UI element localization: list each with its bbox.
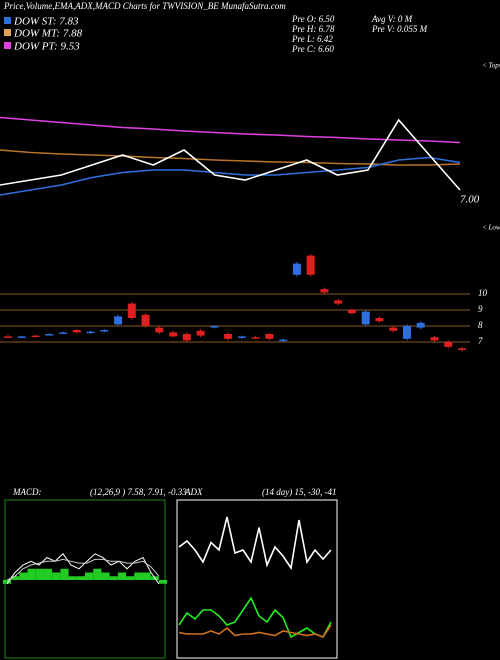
candle-body xyxy=(169,332,178,337)
info: Pre L: 6.42 xyxy=(291,34,333,44)
candle-body xyxy=(347,310,356,314)
histogram-bar xyxy=(2,580,12,584)
candle-body xyxy=(59,332,68,334)
panel-frame xyxy=(176,499,338,659)
info: Avg V: 0 M xyxy=(371,14,413,24)
candle-body xyxy=(210,326,219,328)
series-line xyxy=(178,624,332,638)
candle-body xyxy=(279,339,288,342)
candle-body xyxy=(86,331,95,334)
legend-swatch xyxy=(4,42,11,49)
candle-body xyxy=(72,330,81,333)
y-tick-label: 7 xyxy=(478,336,483,346)
panel-frame xyxy=(4,499,166,659)
dow-mt: DOW MT: 7.88 xyxy=(13,28,83,40)
histogram-bar xyxy=(126,576,135,580)
info: Pre H: 6.78 xyxy=(291,24,335,34)
series-line xyxy=(178,596,332,639)
candle-body xyxy=(4,336,12,338)
chart-title: Price,Volume,EMA,ADX,MACD Charts for TWV… xyxy=(3,1,286,11)
candle-body xyxy=(237,336,246,338)
candle-body xyxy=(141,314,150,326)
candle-body xyxy=(31,335,40,338)
series-line xyxy=(6,558,160,581)
candle-body xyxy=(17,336,26,338)
panel-title: ADX xyxy=(184,487,203,497)
candle-body xyxy=(114,316,123,325)
series-line xyxy=(0,118,461,191)
candle-body xyxy=(224,334,233,339)
candle-body xyxy=(416,322,425,328)
histogram-bar xyxy=(93,568,102,580)
candle-body xyxy=(251,337,260,339)
candle-body xyxy=(182,334,191,341)
candle-body xyxy=(265,334,274,339)
dow-st: DOW ST: 7.83 xyxy=(13,16,79,28)
info: Pre V: 0.055 M xyxy=(371,24,428,34)
y-tick-label: 10 xyxy=(478,288,488,298)
info: Pre O: 6.50 xyxy=(291,14,335,24)
histogram-bar xyxy=(76,576,85,580)
histogram-bar xyxy=(109,576,118,580)
legend-swatch xyxy=(4,29,11,36)
histogram-bar xyxy=(43,568,53,580)
candle-body xyxy=(334,300,343,304)
histogram-bar xyxy=(35,568,44,580)
y-tick-label: 8 xyxy=(478,320,483,330)
candle-body xyxy=(375,318,384,322)
series-line xyxy=(0,156,461,196)
last-price: 7.00 xyxy=(460,194,480,206)
info: Pre C: 6.60 xyxy=(291,44,334,54)
histogram-bar xyxy=(68,576,77,580)
candle-body xyxy=(306,255,315,275)
candle-body xyxy=(402,326,411,339)
candle-body xyxy=(458,348,466,350)
histogram-bar xyxy=(158,580,168,584)
histogram-bar xyxy=(142,572,151,580)
panel-title: MACD: xyxy=(12,487,42,497)
histogram-bar xyxy=(11,576,20,580)
histogram-bar xyxy=(27,568,36,580)
candle-body xyxy=(444,342,453,347)
tops-label: < Tops xyxy=(482,62,500,70)
histogram-bar xyxy=(101,572,110,580)
series-line xyxy=(6,553,160,585)
candle-body xyxy=(45,334,54,336)
candle-body xyxy=(100,330,109,332)
candle-body xyxy=(292,263,301,275)
histogram-bar xyxy=(85,572,94,580)
candle-body xyxy=(361,311,370,325)
dow-pt: DOW PT: 9.53 xyxy=(13,41,80,53)
histogram-bar xyxy=(60,568,69,580)
candle-body xyxy=(389,327,398,331)
candle-body xyxy=(127,303,136,318)
panel-subtitle: (14 day) 15, -30, -41 xyxy=(262,487,336,497)
candle-body xyxy=(430,337,439,341)
series-line xyxy=(178,516,332,571)
series-line xyxy=(0,116,461,144)
panel-subtitle: (12,26,9 ) 7.58, 7.91, -0.33 xyxy=(90,487,187,497)
legend-swatch xyxy=(4,17,11,24)
histogram-bar xyxy=(19,572,28,580)
lows-label: < Lows xyxy=(482,224,500,232)
histogram-bar xyxy=(117,572,127,580)
candle-body xyxy=(196,330,205,336)
y-tick-label: 9 xyxy=(478,304,483,314)
histogram-bar xyxy=(134,572,143,580)
candle-body xyxy=(320,289,329,293)
candle-body xyxy=(155,327,164,333)
histogram-bar xyxy=(52,572,61,580)
series-line xyxy=(0,149,461,166)
